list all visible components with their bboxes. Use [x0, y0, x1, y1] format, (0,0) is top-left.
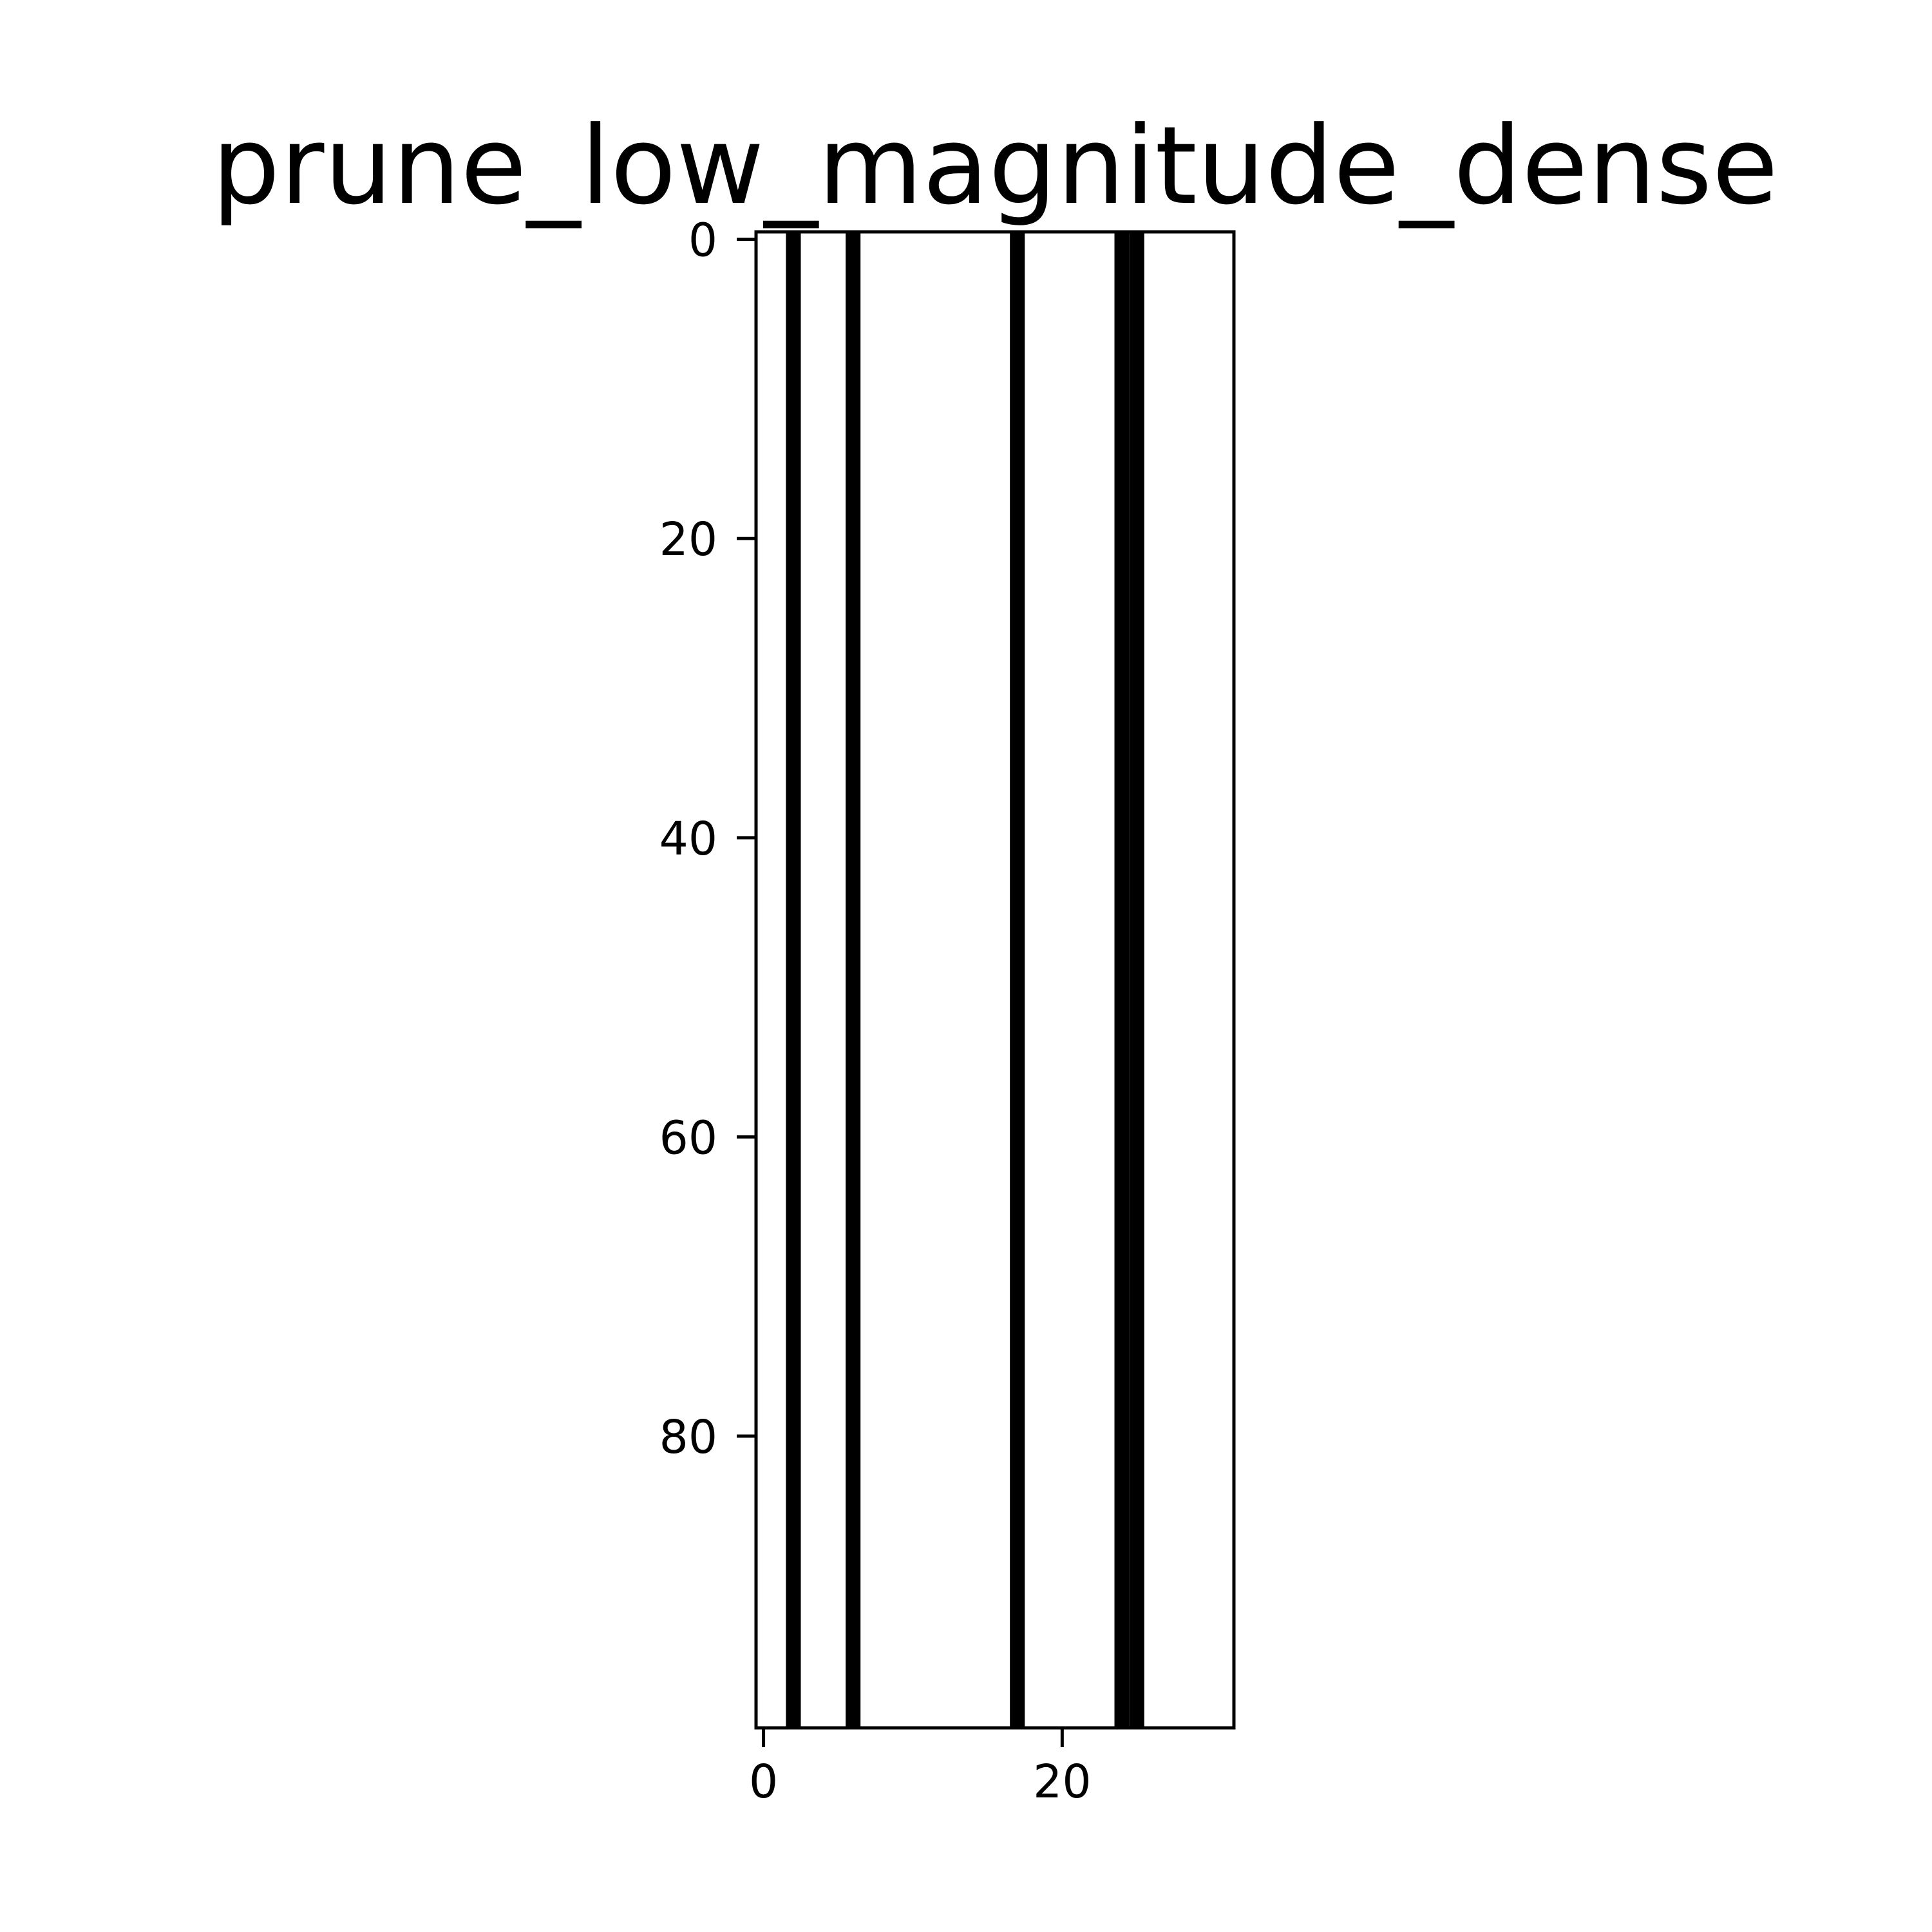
pruned-column	[1114, 232, 1130, 1728]
kept-column	[800, 232, 816, 1728]
kept-column	[1218, 232, 1234, 1728]
kept-column	[1189, 232, 1204, 1728]
pruned-column	[1129, 232, 1144, 1728]
pruned-column	[786, 232, 801, 1728]
chart-title: prune_low_magnitude_dense	[212, 104, 1778, 229]
kept-column	[1039, 232, 1055, 1728]
kept-column	[1084, 232, 1100, 1728]
pruned-column	[1010, 232, 1025, 1728]
y-tick-label: 40	[659, 812, 717, 866]
kept-column	[1204, 232, 1219, 1728]
x-tick-label: 20	[1033, 1755, 1091, 1808]
kept-column	[935, 232, 951, 1728]
kept-column	[860, 232, 876, 1728]
kept-column	[756, 232, 772, 1728]
kept-column	[830, 232, 846, 1728]
kept-column	[920, 232, 936, 1728]
y-axis: 0 20 40 60 80	[659, 214, 756, 1464]
kept-column	[1174, 232, 1189, 1728]
x-axis: 0 20	[749, 1728, 1092, 1808]
kept-column	[875, 232, 891, 1728]
kept-column	[980, 232, 995, 1728]
pruned-column	[846, 232, 861, 1728]
kept-column	[995, 232, 1010, 1728]
kept-column	[1099, 232, 1115, 1728]
y-tick-label: 0	[688, 214, 717, 267]
plot-frame	[754, 230, 1236, 1730]
kept-column	[771, 232, 786, 1728]
weight-columns	[756, 232, 1234, 1728]
kept-column	[965, 232, 980, 1728]
kept-column	[1025, 232, 1040, 1728]
y-tick-label: 20	[659, 513, 717, 566]
kept-column	[1144, 232, 1160, 1728]
kept-column	[1054, 232, 1070, 1728]
plot-area	[754, 230, 1236, 1730]
kept-column	[1159, 232, 1175, 1728]
kept-column	[905, 232, 921, 1728]
y-tick-label: 80	[659, 1410, 717, 1464]
x-tick-label: 0	[749, 1755, 778, 1808]
kept-column	[890, 232, 905, 1728]
kept-column	[1069, 232, 1085, 1728]
y-tick-label: 60	[659, 1111, 717, 1164]
kept-column	[950, 232, 965, 1728]
kept-column	[815, 232, 831, 1728]
